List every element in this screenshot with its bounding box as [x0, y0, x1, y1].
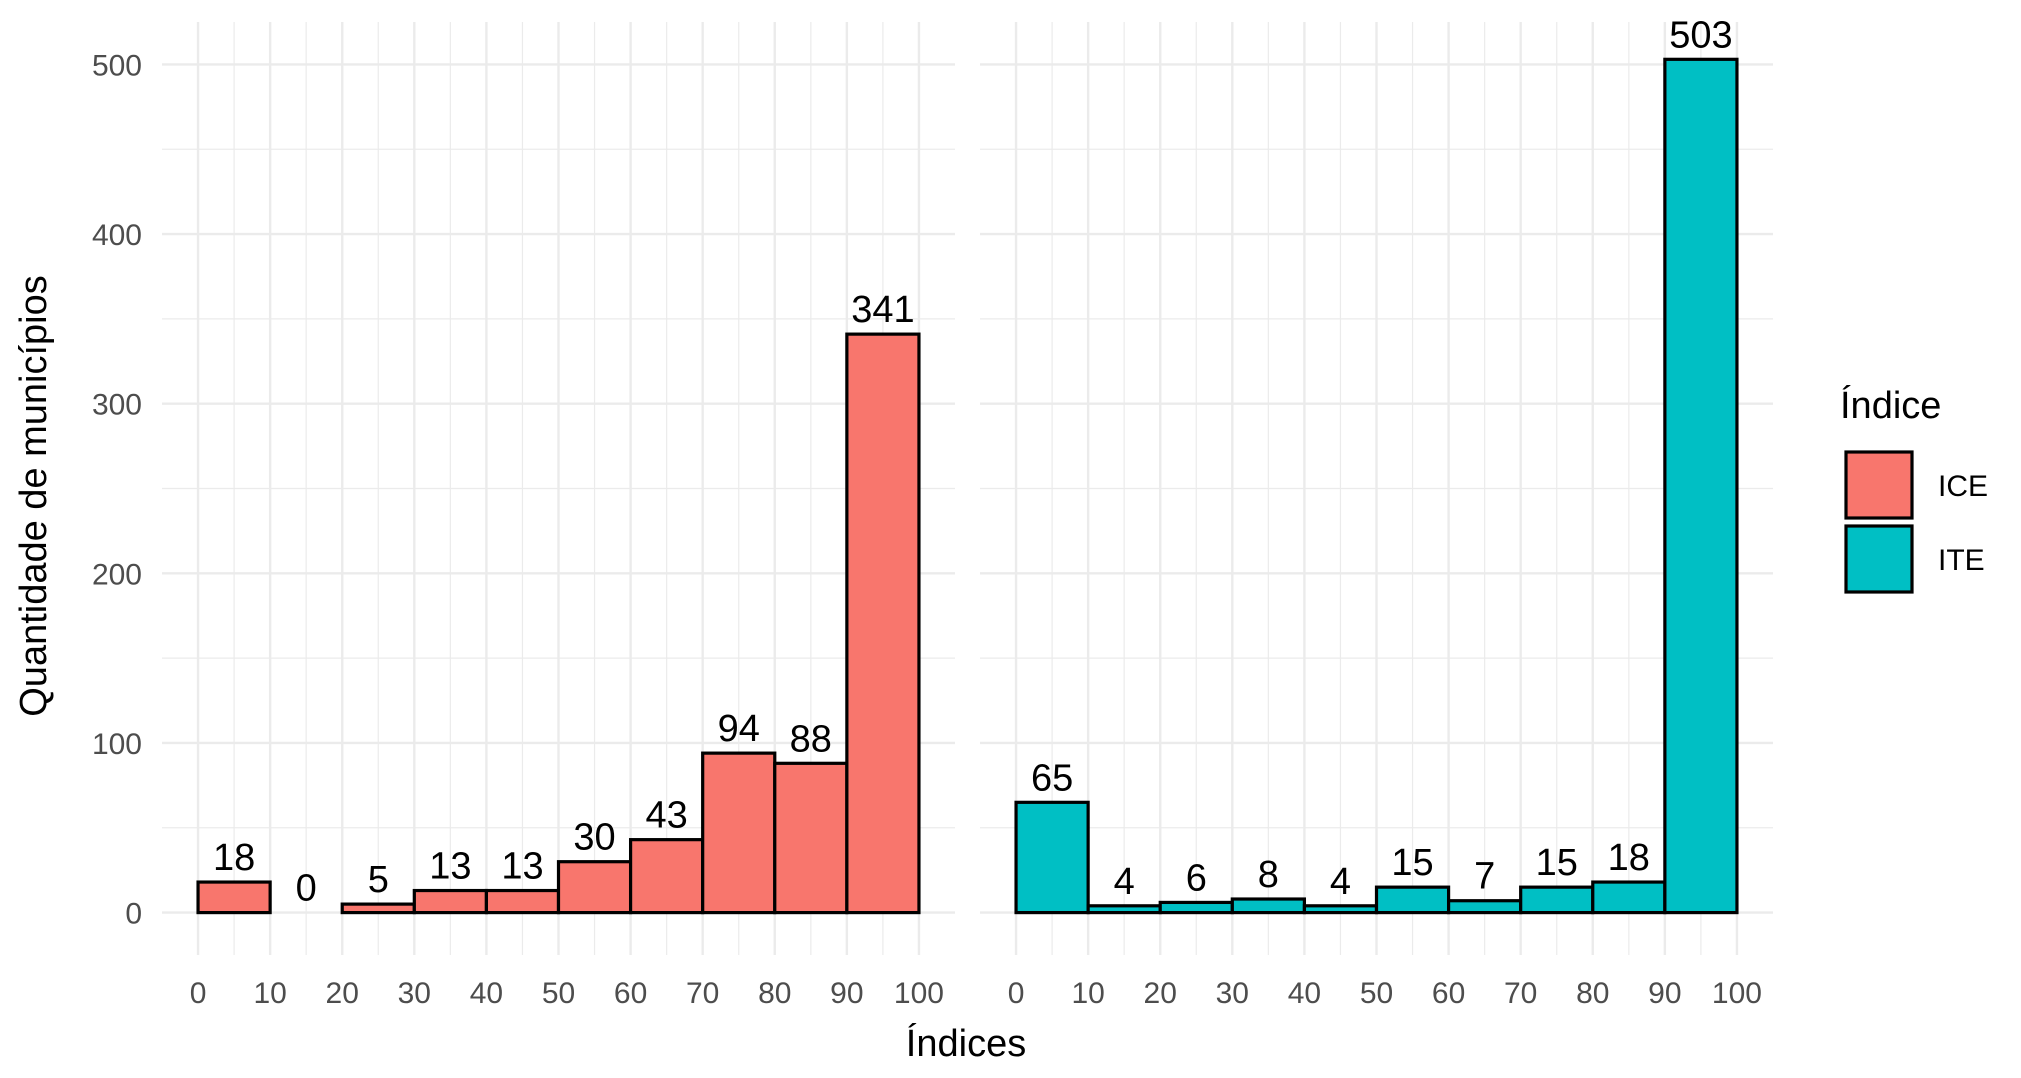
- bar-labels-layer: 18 0 5 13 13 30 43 94 88 341 65 4 6 8 4 15 7 15 18 503: [213, 14, 1733, 909]
- bar-ice-40: [484, 888, 561, 915]
- bars-layer: [196, 57, 1739, 915]
- bar-value-label: 18: [213, 837, 255, 879]
- legend-label-ice: ICE: [1938, 470, 1988, 503]
- x-tick-label: 30: [1216, 977, 1249, 1010]
- x-tick-label: 90: [830, 977, 863, 1010]
- bar-ite-60: [1446, 899, 1523, 915]
- y-tick-label: 500: [92, 49, 142, 82]
- legend-entries: ICE ITE: [1844, 450, 1988, 594]
- x-axis-title: Índices: [906, 1022, 1026, 1065]
- x-tick-label: 100: [894, 977, 944, 1010]
- x-tick-label: 80: [1576, 977, 1609, 1010]
- bar-ite-10: [1086, 904, 1162, 915]
- x-tick-label: 80: [758, 977, 791, 1010]
- bar-ice-80: [773, 761, 849, 915]
- bar-value-label: 65: [1031, 757, 1073, 799]
- bar-value-label: 30: [573, 817, 615, 859]
- bar-value-label: 94: [718, 708, 760, 750]
- x-tick-label: 0: [190, 977, 207, 1010]
- y-tick-labels: 0 100 200 300 400 500: [92, 49, 142, 930]
- legend: Índice ICE ITE: [1840, 384, 1988, 594]
- bar-ice-50: [556, 860, 633, 915]
- bar-value-label: 13: [429, 846, 471, 888]
- grid-layer: [162, 22, 1773, 955]
- y-tick-label: 200: [92, 558, 142, 591]
- x-tick-label: 70: [686, 977, 719, 1010]
- bar-ite-30: [1230, 897, 1307, 915]
- bar-ite-90: [1663, 57, 1739, 915]
- bar-ice-0: [196, 880, 272, 915]
- bar-ice-30: [412, 888, 489, 915]
- bar-value-label: 13: [501, 846, 543, 888]
- x-tick-label: 10: [1071, 977, 1104, 1010]
- bar-value-label: 88: [790, 718, 832, 760]
- x-tick-labels: 0 10 20 30 40 50 60 70 80 90 100 0 10 20 30 40 50 60 70 80 9…: [190, 977, 1762, 1010]
- bar-value-label: 4: [1330, 861, 1351, 903]
- bar-ite-20: [1158, 900, 1234, 915]
- bar-value-label: 503: [1669, 14, 1732, 56]
- y-tick-label: 400: [92, 219, 142, 252]
- x-tick-label: 40: [1288, 977, 1321, 1010]
- bar-ite-70: [1519, 885, 1595, 915]
- bar-value-label: 0: [296, 868, 317, 910]
- y-tick-label: 0: [125, 898, 142, 931]
- bar-ite-50: [1374, 885, 1451, 915]
- bar-value-label: 15: [1536, 842, 1578, 884]
- bar-value-label: 18: [1608, 837, 1650, 879]
- y-axis-title: Quantidade de municípios: [13, 275, 55, 717]
- x-tick-label: 0: [1008, 977, 1025, 1010]
- bar-value-label: 15: [1391, 842, 1433, 884]
- y-tick-label: 300: [92, 389, 142, 422]
- x-tick-label: 10: [253, 977, 286, 1010]
- bar-ice-20: [340, 902, 416, 915]
- legend-key-ite: [1844, 524, 1914, 594]
- x-tick-label: 50: [1360, 977, 1393, 1010]
- bar-ite-0: [1014, 800, 1090, 915]
- x-tick-label: 20: [1144, 977, 1177, 1010]
- x-tick-label: 40: [470, 977, 503, 1010]
- bar-value-label: 341: [851, 289, 914, 331]
- x-tick-label: 30: [398, 977, 431, 1010]
- bar-value-label: 7: [1474, 856, 1495, 898]
- bar-value-label: 43: [645, 795, 687, 837]
- bar-ice-90: [845, 332, 921, 915]
- legend-title: Índice: [1840, 384, 1941, 427]
- x-tick-label: 70: [1504, 977, 1537, 1010]
- x-tick-label: 20: [326, 977, 359, 1010]
- bar-value-label: 4: [1114, 861, 1135, 903]
- x-tick-label: 60: [1432, 977, 1465, 1010]
- legend-key-ice: [1844, 450, 1914, 520]
- y-tick-label: 100: [92, 728, 142, 761]
- bar-ice-70: [701, 751, 777, 915]
- bar-ite-40: [1302, 904, 1379, 915]
- bar-value-label: 5: [368, 859, 389, 901]
- x-tick-label: 50: [542, 977, 575, 1010]
- bar-value-label: 6: [1186, 857, 1207, 899]
- bar-ice-60: [628, 838, 705, 915]
- bar-ite-80: [1591, 880, 1667, 915]
- legend-label-ite: ITE: [1938, 544, 1985, 577]
- bar-value-label: 8: [1258, 854, 1279, 896]
- x-tick-label: 90: [1648, 977, 1681, 1010]
- x-tick-label: 100: [1712, 977, 1762, 1010]
- x-tick-label: 60: [614, 977, 647, 1010]
